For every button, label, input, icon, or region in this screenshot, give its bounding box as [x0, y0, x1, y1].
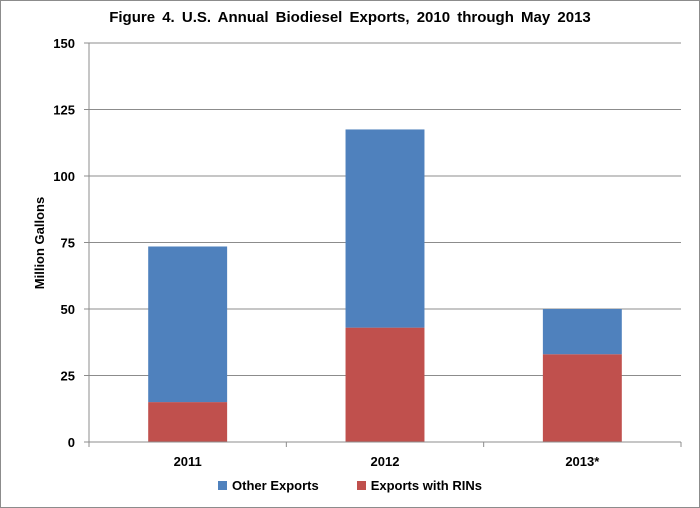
legend: Other Exports Exports with RINs — [0, 478, 700, 493]
bar-exports-with-rins — [148, 402, 228, 442]
y-tick-label: 0 — [68, 435, 75, 450]
x-tick-labels: 2011 2012 2013* — [174, 454, 601, 469]
legend-item-exports-with-rins: Exports with RINs — [356, 478, 482, 493]
bar-exports-with-rins — [345, 327, 425, 442]
chart-title: Figure 4. U.S. Annual Biodiesel Exports,… — [109, 9, 591, 26]
y-tick-label: 125 — [53, 103, 75, 118]
legend-label-exports-with-rins: Exports with RINs — [370, 478, 482, 493]
y-axis-title: Million Gallons — [32, 197, 47, 289]
y-tick-label: 50 — [61, 302, 75, 317]
bar-other-exports — [345, 129, 425, 328]
x-tick-label: 2012 — [371, 454, 400, 469]
legend-item-other-exports: Other Exports — [218, 478, 319, 493]
x-tick-label: 2011 — [174, 454, 202, 469]
x-tick-label: 2013* — [565, 454, 600, 469]
legend-label-other-exports: Other Exports — [232, 478, 319, 493]
y-tick-label: 25 — [61, 369, 75, 384]
bar-exports-with-rins — [542, 354, 622, 442]
bar-other-exports — [148, 246, 228, 403]
y-tick-labels: 0 25 50 75 100 125 150 — [53, 36, 75, 450]
legend-swatch-exports-with-rins — [356, 481, 366, 490]
legend-swatch-other-exports — [218, 481, 228, 490]
y-tick-label: 100 — [53, 169, 75, 184]
bar-other-exports — [542, 309, 622, 355]
bars — [148, 129, 622, 442]
axes — [88, 43, 682, 447]
y-tick-label: 75 — [61, 236, 75, 251]
y-tick-label: 150 — [53, 36, 75, 51]
